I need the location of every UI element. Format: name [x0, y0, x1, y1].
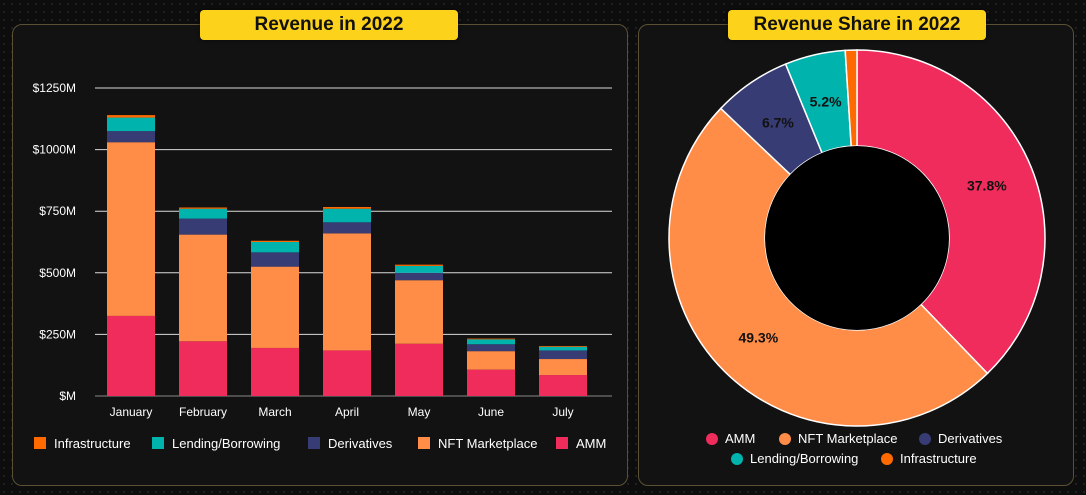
data-label-amm: 37.8%: [967, 178, 1007, 194]
y-tick-label: $1250M: [33, 81, 76, 95]
bar-infrastructure-july: [539, 345, 587, 347]
bar-nft-marketplace-march: [251, 266, 299, 348]
x-tick-label: June: [478, 405, 504, 419]
bar-infrastructure-february: [179, 207, 227, 209]
legend-swatch-nft-marketplace: [418, 437, 430, 449]
legend-label-infrastructure: Infrastructure: [54, 436, 131, 451]
bar-lending-borrowing-february: [179, 208, 227, 219]
y-tick-label: $250M: [39, 327, 76, 341]
donut-hole: [765, 146, 949, 330]
legend-label-lending-borrowing: Lending/Borrowing: [750, 451, 858, 466]
bar-amm-february: [179, 341, 227, 396]
bar-lending-borrowing-march: [251, 242, 299, 253]
bar-derivatives-april: [323, 222, 371, 234]
legend-dot-nft-marketplace: [779, 433, 791, 445]
bar-nft-marketplace-may: [395, 280, 443, 344]
bar-infrastructure-april: [323, 207, 371, 209]
bar-derivatives-january: [107, 131, 155, 143]
legend-swatch-infrastructure: [34, 437, 46, 449]
bar-lending-borrowing-april: [323, 208, 371, 223]
bar-amm-april: [323, 350, 371, 396]
data-label-nft-marketplace: 49.3%: [738, 329, 778, 345]
y-tick-label: $750M: [39, 204, 76, 218]
bar-chart-title: Revenue in 2022: [200, 10, 458, 40]
legend-dot-amm: [706, 433, 718, 445]
legend-label-nft-marketplace: NFT Marketplace: [798, 431, 897, 446]
legend-swatch-derivatives: [308, 437, 320, 449]
bar-lending-borrowing-may: [395, 265, 443, 273]
bar-nft-marketplace-july: [539, 359, 587, 376]
bar-nft-marketplace-january: [107, 142, 155, 316]
bar-infrastructure-june: [467, 338, 515, 340]
legend-dot-lending-borrowing: [731, 453, 743, 465]
legend-label-lending-borrowing: Lending/Borrowing: [172, 436, 280, 451]
bar-amm-july: [539, 375, 587, 396]
bar-infrastructure-march: [251, 240, 299, 242]
bar-lending-borrowing-january: [107, 117, 155, 132]
bar-amm-march: [251, 347, 299, 396]
legend-label-derivatives: Derivatives: [938, 431, 1003, 446]
y-tick-label: $1000M: [33, 143, 76, 157]
bar-derivatives-february: [179, 218, 227, 235]
legend-label-nft-marketplace: NFT Marketplace: [438, 436, 537, 451]
x-tick-label: May: [408, 405, 431, 419]
bar-nft-marketplace-june: [467, 351, 515, 370]
y-tick-label: $500M: [39, 266, 76, 280]
legend-swatch-amm: [556, 437, 568, 449]
bar-lending-borrowing-june: [467, 339, 515, 345]
x-tick-label: January: [110, 405, 153, 419]
bar-infrastructure-may: [395, 264, 443, 266]
x-tick-label: April: [335, 405, 359, 419]
bar-amm-january: [107, 315, 155, 396]
bar-infrastructure-january: [107, 115, 155, 118]
bar-derivatives-march: [251, 252, 299, 267]
bar-amm-june: [467, 369, 515, 396]
bar-derivatives-may: [395, 272, 443, 281]
donut-chart-title: Revenue Share in 2022: [728, 10, 986, 40]
y-tick-label: $M: [59, 389, 76, 403]
x-tick-label: March: [258, 405, 291, 419]
data-label-lending-borrowing: 5.2%: [810, 94, 842, 110]
x-tick-label: July: [552, 405, 573, 419]
legend-label-infrastructure: Infrastructure: [900, 451, 977, 466]
legend-label-amm: AMM: [725, 431, 755, 446]
bar-lending-borrowing-july: [539, 346, 587, 351]
data-label-derivatives: 6.7%: [762, 114, 794, 130]
legend-label-derivatives: Derivatives: [328, 436, 393, 451]
bar-derivatives-june: [467, 344, 515, 352]
legend-swatch-lending-borrowing: [152, 437, 164, 449]
legend-dot-infrastructure: [881, 453, 893, 465]
bar-derivatives-july: [539, 350, 587, 360]
x-tick-label: February: [179, 405, 227, 419]
legend-label-amm: AMM: [576, 436, 606, 451]
legend-dot-derivatives: [919, 433, 931, 445]
bar-nft-marketplace-april: [323, 233, 371, 351]
bar-amm-may: [395, 343, 443, 396]
bar-nft-marketplace-february: [179, 234, 227, 342]
